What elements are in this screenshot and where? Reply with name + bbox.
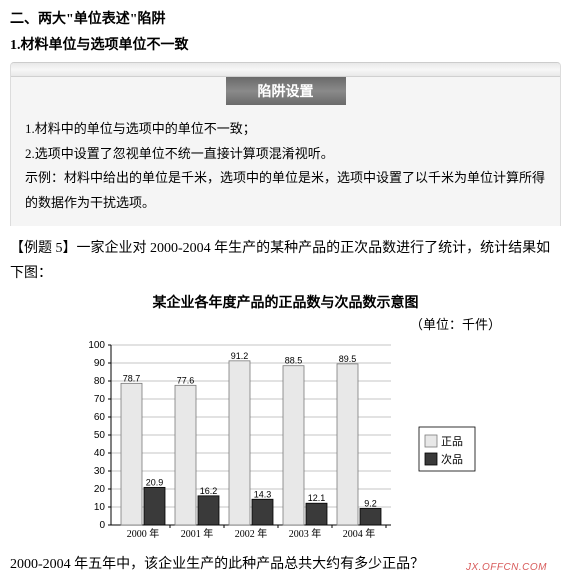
svg-text:77.6: 77.6 xyxy=(176,375,194,385)
example-body: 一家企业对 2000-2004 年生产的某种产品的正次品数进行了统计，统计结果如… xyxy=(10,241,550,281)
svg-text:0: 0 xyxy=(99,520,105,531)
trap-box-body: 1.材料中的单位与选项中的单位不一致； 2.选项中设置了忽视单位不统一直接计算项… xyxy=(11,111,560,226)
chart-title: 某企业各年度产品的正品数与次品数示意图 xyxy=(10,292,561,312)
example-text: 【例题 5】一家企业对 2000-2004 年生产的某种产品的正次品数进行了统计… xyxy=(10,236,561,286)
trap-box: 陷阱设置 1.材料中的单位与选项中的单位不一致； 2.选项中设置了忽视单位不统一… xyxy=(10,62,561,226)
svg-text:10: 10 xyxy=(93,502,105,513)
svg-text:2000 年: 2000 年 xyxy=(126,527,159,540)
svg-text:2003 年: 2003 年 xyxy=(288,527,321,540)
svg-text:80: 80 xyxy=(93,376,105,387)
watermark: JX.OFFCN.COM xyxy=(466,562,547,573)
svg-text:2001 年: 2001 年 xyxy=(180,527,213,540)
svg-text:20.9: 20.9 xyxy=(145,478,163,488)
svg-text:9.2: 9.2 xyxy=(364,499,377,509)
svg-text:89.5: 89.5 xyxy=(338,354,356,364)
trap-line: 1.材料中的单位与选项中的单位不一致； xyxy=(25,117,546,142)
trap-line: 示例：材料中给出的单位是千米，选项中的单位是米，选项中设置了以千米为单位计算所得… xyxy=(25,166,546,215)
svg-text:78.7: 78.7 xyxy=(122,373,140,383)
svg-text:100: 100 xyxy=(88,340,105,351)
chart-container: 0 10 20 30 40 50 60 70 80 90 100 78.7 20.9 2000 年 77.6… xyxy=(10,337,561,547)
svg-text:40: 40 xyxy=(93,448,105,459)
example-label: 【例题 5】 xyxy=(10,241,77,256)
svg-text:16.2: 16.2 xyxy=(199,486,217,496)
bar-chart: 0 10 20 30 40 50 60 70 80 90 100 78.7 20.9 2000 年 77.6… xyxy=(71,337,501,547)
trap-box-title: 陷阱设置 xyxy=(226,77,346,105)
svg-text:正品: 正品 xyxy=(441,435,463,448)
svg-text:70: 70 xyxy=(93,394,105,405)
svg-text:60: 60 xyxy=(93,412,105,423)
svg-text:2002 年: 2002 年 xyxy=(234,527,267,540)
svg-text:50: 50 xyxy=(93,430,105,441)
section-heading: 二、两大"单位表述"陷阱 xyxy=(10,8,561,28)
trap-line: 2.选项中设置了忽视单位不统一直接计算项混淆视听。 xyxy=(25,142,546,167)
svg-text:88.5: 88.5 xyxy=(284,356,302,366)
svg-text:次品: 次品 xyxy=(441,452,463,466)
svg-text:14.3: 14.3 xyxy=(253,489,271,499)
svg-text:2004 年: 2004 年 xyxy=(342,527,375,540)
svg-text:91.2: 91.2 xyxy=(230,351,248,361)
sub-heading: 1.材料单位与选项单位不一致 xyxy=(10,34,561,54)
svg-text:12.1: 12.1 xyxy=(307,493,325,503)
svg-text:20: 20 xyxy=(93,484,105,495)
chart-unit: （单位：千件） xyxy=(10,314,561,333)
svg-text:30: 30 xyxy=(93,466,105,477)
svg-text:90: 90 xyxy=(93,358,105,369)
trap-box-top-strip xyxy=(11,63,560,77)
